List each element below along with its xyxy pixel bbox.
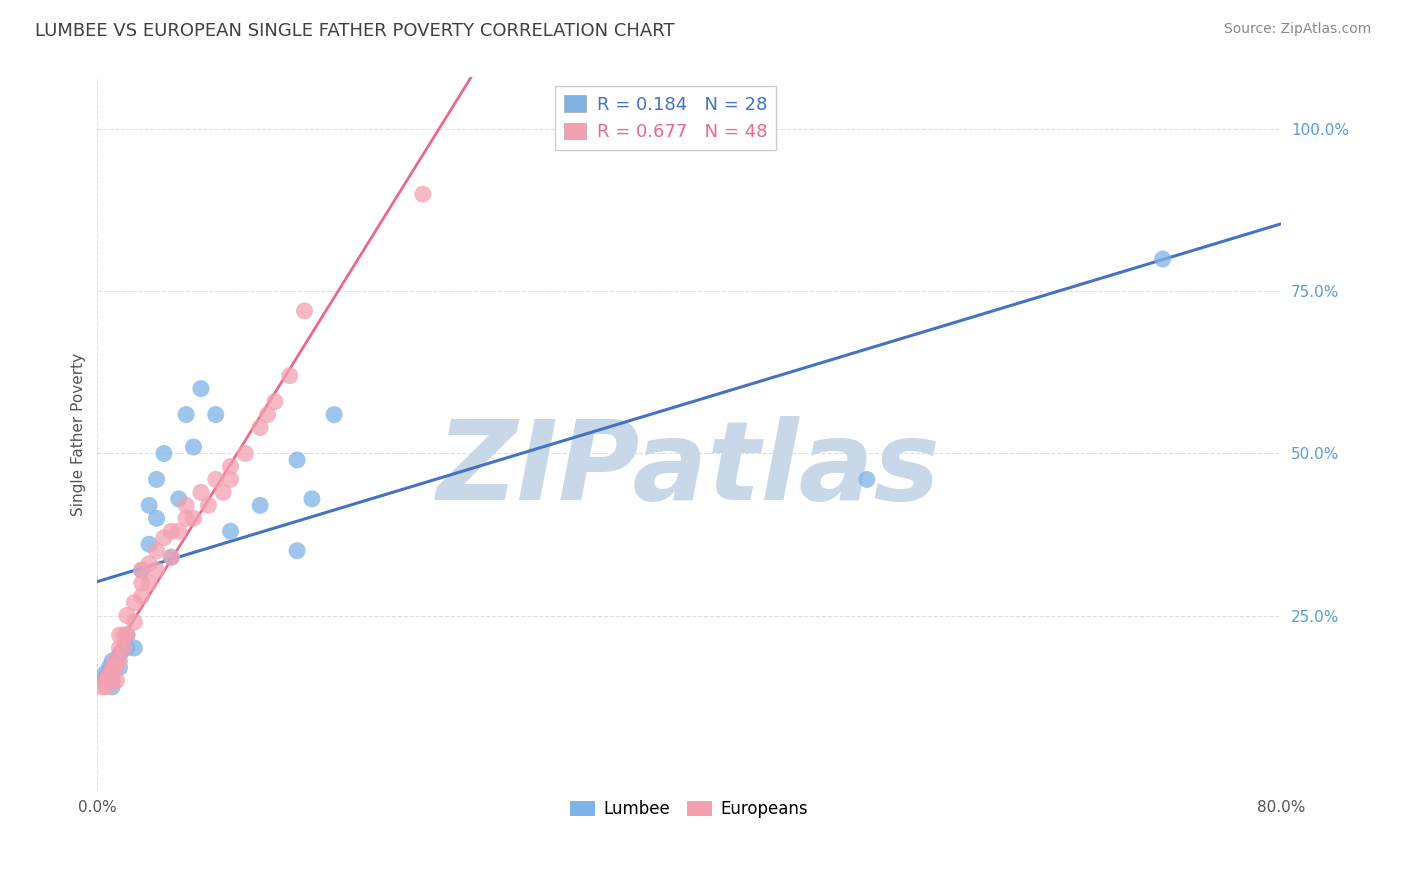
- Point: [412, 187, 434, 202]
- Point: [101, 660, 124, 674]
- Point: [94, 666, 117, 681]
- Point: [112, 628, 135, 642]
- Point: [97, 673, 120, 688]
- Point: [153, 531, 176, 545]
- Text: LUMBEE VS EUROPEAN SINGLE FATHER POVERTY CORRELATION CHART: LUMBEE VS EUROPEAN SINGLE FATHER POVERTY…: [35, 22, 675, 40]
- Point: [183, 511, 205, 525]
- Point: [145, 563, 167, 577]
- Point: [160, 550, 183, 565]
- Point: [104, 654, 127, 668]
- Point: [124, 640, 146, 655]
- Point: [138, 557, 160, 571]
- Point: [145, 543, 167, 558]
- Point: [108, 628, 131, 642]
- Point: [174, 499, 197, 513]
- Point: [160, 550, 183, 565]
- Point: [855, 472, 877, 486]
- Point: [264, 394, 287, 409]
- Point: [153, 446, 176, 460]
- Point: [115, 640, 138, 655]
- Point: [138, 576, 160, 591]
- Point: [131, 576, 153, 591]
- Point: [197, 499, 219, 513]
- Point: [105, 673, 128, 688]
- Point: [285, 543, 308, 558]
- Point: [131, 563, 153, 577]
- Point: [323, 408, 346, 422]
- Legend: Lumbee, Europeans: Lumbee, Europeans: [564, 794, 814, 825]
- Point: [301, 491, 323, 506]
- Point: [212, 485, 235, 500]
- Point: [174, 408, 197, 422]
- Point: [112, 640, 135, 655]
- Point: [108, 654, 131, 668]
- Point: [98, 660, 121, 674]
- Text: Source: ZipAtlas.com: Source: ZipAtlas.com: [1223, 22, 1371, 37]
- Point: [115, 628, 138, 642]
- Point: [131, 589, 153, 603]
- Point: [294, 303, 316, 318]
- Point: [104, 660, 127, 674]
- Point: [183, 440, 205, 454]
- Point: [101, 680, 124, 694]
- Point: [204, 408, 226, 422]
- Point: [167, 491, 190, 506]
- Point: [94, 673, 117, 688]
- Point: [285, 453, 308, 467]
- Point: [131, 563, 153, 577]
- Point: [94, 673, 117, 688]
- Point: [145, 472, 167, 486]
- Point: [108, 660, 131, 674]
- Point: [101, 654, 124, 668]
- Point: [90, 680, 112, 694]
- Point: [145, 511, 167, 525]
- Point: [98, 673, 121, 688]
- Point: [108, 640, 131, 655]
- Text: ZIPatlas: ZIPatlas: [437, 417, 941, 524]
- Point: [108, 648, 131, 662]
- Point: [98, 666, 121, 681]
- Point: [256, 408, 278, 422]
- Point: [96, 680, 118, 694]
- Point: [204, 472, 226, 486]
- Point: [101, 673, 124, 688]
- Point: [278, 368, 301, 383]
- Y-axis label: Single Father Poverty: Single Father Poverty: [72, 352, 86, 516]
- Point: [101, 666, 124, 681]
- Point: [1152, 252, 1174, 266]
- Point: [249, 499, 271, 513]
- Point: [190, 485, 212, 500]
- Point: [190, 382, 212, 396]
- Point: [167, 524, 190, 539]
- Point: [219, 524, 242, 539]
- Point: [233, 446, 256, 460]
- Point: [138, 499, 160, 513]
- Point: [219, 472, 242, 486]
- Point: [115, 628, 138, 642]
- Point: [124, 596, 146, 610]
- Point: [160, 524, 183, 539]
- Point: [124, 615, 146, 629]
- Point: [174, 511, 197, 525]
- Point: [249, 420, 271, 434]
- Point: [219, 459, 242, 474]
- Point: [115, 608, 138, 623]
- Point: [101, 673, 124, 688]
- Point: [138, 537, 160, 551]
